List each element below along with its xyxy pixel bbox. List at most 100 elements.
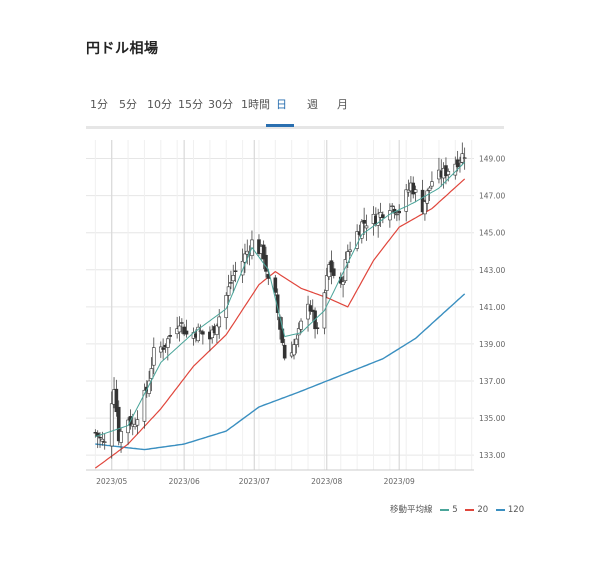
candle-body (308, 305, 313, 312)
y-tick-label: 149.00 (479, 155, 505, 164)
ma120-line (95, 293, 466, 451)
candle-body (243, 253, 247, 263)
candle-body (184, 330, 189, 335)
candle-body (329, 260, 334, 273)
tab-10min[interactable]: 10分 (147, 98, 172, 111)
tabs-divider (86, 126, 504, 129)
tab-1min[interactable]: 1分 (90, 98, 108, 111)
candle-body (425, 190, 430, 204)
candle-body (109, 403, 114, 447)
candle-body (390, 205, 394, 208)
candle-body (210, 329, 215, 339)
tab-5min[interactable]: 5分 (119, 98, 137, 111)
candle-body (226, 286, 231, 296)
ma5-line (95, 161, 466, 438)
candle-body (95, 432, 100, 437)
candle-body (294, 338, 299, 345)
candle-body (98, 436, 102, 439)
candle-body (261, 244, 266, 260)
candle-body (273, 277, 278, 293)
candle-body (306, 303, 310, 320)
y-tick-label: 139.00 (479, 340, 505, 349)
candle-body (282, 344, 287, 359)
candle-body (161, 347, 165, 350)
candle-body (462, 157, 467, 159)
page-title: 円ドル相場 (86, 41, 159, 57)
legend-swatch-ma20 (465, 508, 475, 511)
candle-body (331, 268, 336, 276)
legend-swatch-ma5 (440, 508, 450, 511)
tab-15min[interactable]: 15分 (178, 98, 203, 111)
candle-body (381, 214, 385, 218)
candle-body (149, 368, 154, 379)
candle-body (231, 275, 236, 282)
candle-body (240, 260, 245, 276)
candle-body (119, 431, 123, 443)
candle-body (411, 182, 416, 195)
candle-body (215, 325, 219, 335)
candle-body (233, 270, 238, 272)
candle-body (420, 189, 425, 213)
tab-daily[interactable]: 日 (276, 98, 287, 111)
period-tabs: 1分 5分 10分 15分 30分 1時間 日 週 月 (86, 92, 504, 130)
tab-1hour[interactable]: 1時間 (241, 98, 270, 111)
candle-body (315, 327, 320, 329)
legend-label: 移動平均線 (390, 505, 433, 515)
candle-body (423, 201, 427, 215)
active-tab-indicator (266, 124, 294, 127)
candle-body (406, 189, 411, 193)
candle-body (444, 165, 448, 177)
legend-item-ma20: 20 (477, 505, 489, 515)
x-tick-label: 2023/08 (311, 477, 342, 486)
x-tick-label: 2023/07 (239, 477, 270, 486)
candle-body (299, 320, 303, 330)
x-tick-label: 2023/09 (384, 477, 415, 486)
candle-body (362, 219, 366, 224)
candle-body (116, 406, 121, 442)
candle-body (264, 254, 268, 272)
candle-body (168, 335, 172, 337)
candle-body (296, 328, 301, 336)
candle-body (364, 225, 369, 229)
candle-body (348, 249, 352, 252)
candle-body (430, 181, 434, 187)
candle-body (151, 347, 156, 366)
candle-body (198, 330, 203, 332)
candle-body (177, 325, 182, 333)
legend-item-ma120: 120 (507, 505, 525, 515)
candle-body (196, 326, 200, 342)
legend-swatch-ma120 (495, 508, 505, 511)
tab-30min[interactable]: 30分 (208, 98, 233, 111)
candle-body (201, 331, 205, 335)
ma20-line (94, 178, 466, 469)
candle-body (224, 295, 229, 318)
yen-dollar-chart: 133.00 135.00 137.00 139.00 141.00 143.00 145.… (86, 140, 505, 486)
candle-body (229, 282, 233, 284)
candle-body (455, 159, 460, 168)
candle-body (142, 389, 147, 422)
candle-body (102, 441, 107, 443)
candle-body (376, 213, 380, 226)
candle-body (360, 221, 364, 239)
candle-body (397, 210, 402, 214)
y-tick-label: 141.00 (479, 303, 505, 312)
candle-body (324, 275, 329, 291)
chart-legend: 移動平均線 5 20 120 (390, 503, 524, 515)
candle-body (413, 189, 418, 193)
y-tick-label: 145.00 (479, 229, 505, 238)
candle-body (446, 171, 451, 175)
x-tick-label: 2023/06 (169, 477, 200, 486)
candle-body (427, 187, 432, 191)
candle-body (100, 438, 105, 442)
candle-body (292, 344, 296, 356)
tab-weekly[interactable]: 週 (307, 98, 318, 111)
candle-body (395, 213, 399, 216)
candle-body (133, 424, 137, 428)
y-tick-label: 133.00 (479, 451, 505, 460)
y-tick-label: 143.00 (479, 266, 505, 275)
candle-body (404, 189, 409, 212)
y-tick-label: 135.00 (479, 414, 505, 423)
y-tick-label: 147.00 (479, 192, 505, 201)
candle-body (180, 322, 184, 324)
tab-monthly[interactable]: 月 (337, 98, 348, 111)
